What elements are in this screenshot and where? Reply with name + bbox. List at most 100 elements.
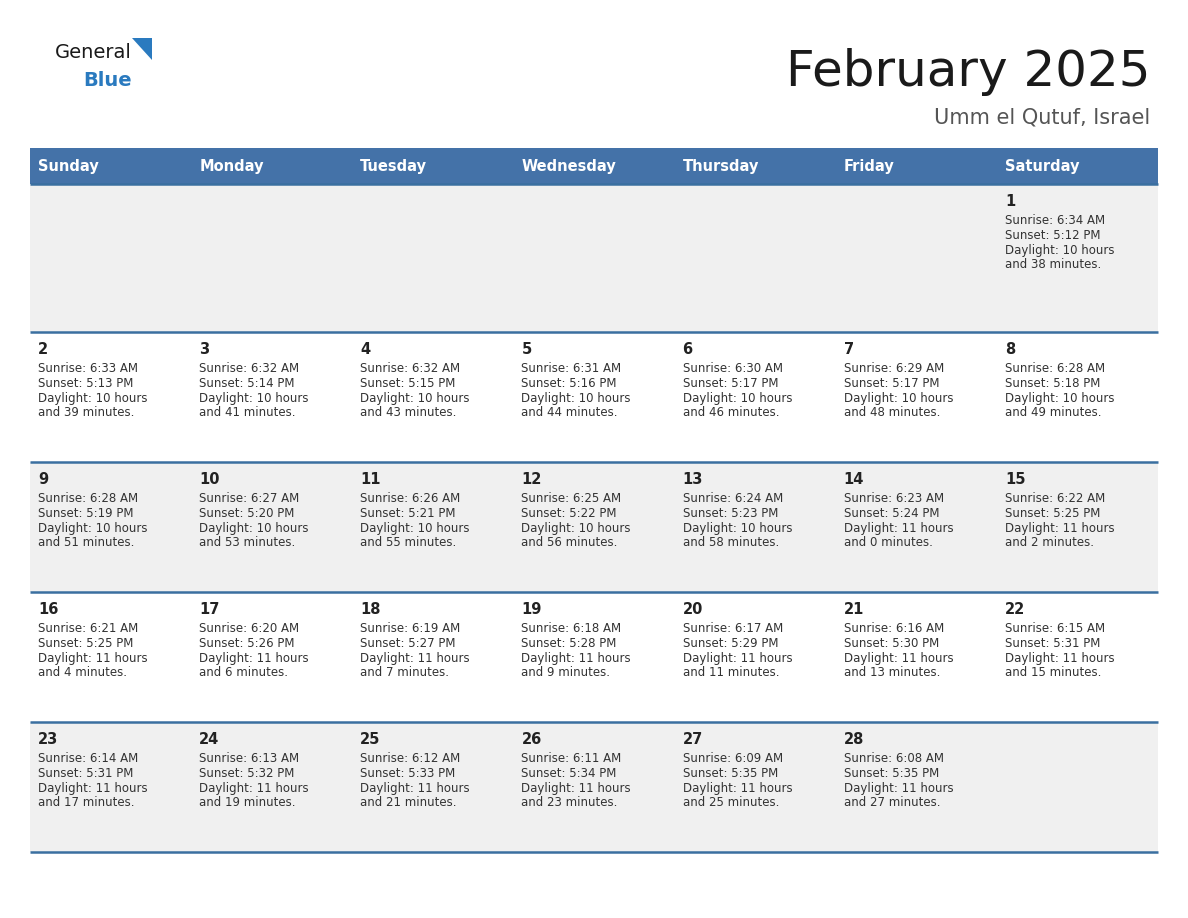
Text: 6: 6	[683, 342, 693, 357]
Text: Daylight: 10 hours: Daylight: 10 hours	[683, 392, 792, 405]
Text: Sunrise: 6:09 AM: Sunrise: 6:09 AM	[683, 752, 783, 765]
Text: and 41 minutes.: and 41 minutes.	[200, 406, 296, 419]
Text: Blue: Blue	[83, 71, 132, 89]
Text: Sunset: 5:13 PM: Sunset: 5:13 PM	[38, 377, 133, 390]
Text: Sunset: 5:22 PM: Sunset: 5:22 PM	[522, 507, 617, 520]
Text: Daylight: 10 hours: Daylight: 10 hours	[1005, 244, 1114, 257]
Text: Sunrise: 6:23 AM: Sunrise: 6:23 AM	[843, 492, 943, 505]
Text: and 44 minutes.: and 44 minutes.	[522, 406, 618, 419]
Text: and 13 minutes.: and 13 minutes.	[843, 666, 940, 679]
Text: and 6 minutes.: and 6 minutes.	[200, 666, 289, 679]
Text: 5: 5	[522, 342, 532, 357]
Text: Umm el Qutuf, Israel: Umm el Qutuf, Israel	[934, 108, 1150, 128]
Text: Sunrise: 6:18 AM: Sunrise: 6:18 AM	[522, 622, 621, 635]
Text: Sunrise: 6:22 AM: Sunrise: 6:22 AM	[1005, 492, 1105, 505]
Text: 14: 14	[843, 472, 864, 487]
Text: and 11 minutes.: and 11 minutes.	[683, 666, 779, 679]
Bar	[30, 722, 1158, 852]
Text: Daylight: 11 hours: Daylight: 11 hours	[1005, 652, 1114, 665]
Text: 4: 4	[360, 342, 371, 357]
Text: and 49 minutes.: and 49 minutes.	[1005, 406, 1101, 419]
Text: 21: 21	[843, 602, 864, 617]
Text: Daylight: 10 hours: Daylight: 10 hours	[200, 522, 309, 535]
Text: and 9 minutes.: and 9 minutes.	[522, 666, 611, 679]
Text: 27: 27	[683, 732, 703, 747]
Text: Daylight: 10 hours: Daylight: 10 hours	[360, 522, 469, 535]
Text: Sunset: 5:27 PM: Sunset: 5:27 PM	[360, 637, 456, 650]
Text: Sunrise: 6:25 AM: Sunrise: 6:25 AM	[522, 492, 621, 505]
Text: Sunrise: 6:19 AM: Sunrise: 6:19 AM	[360, 622, 461, 635]
Text: Sunrise: 6:30 AM: Sunrise: 6:30 AM	[683, 362, 783, 375]
Text: Sunrise: 6:17 AM: Sunrise: 6:17 AM	[683, 622, 783, 635]
Text: Sunset: 5:21 PM: Sunset: 5:21 PM	[360, 507, 456, 520]
Text: Monday: Monday	[200, 159, 264, 174]
Text: General: General	[55, 42, 132, 62]
Bar	[30, 462, 1158, 592]
Text: Sunrise: 6:31 AM: Sunrise: 6:31 AM	[522, 362, 621, 375]
Text: Sunset: 5:33 PM: Sunset: 5:33 PM	[360, 767, 455, 780]
Text: Sunset: 5:35 PM: Sunset: 5:35 PM	[683, 767, 778, 780]
Text: 13: 13	[683, 472, 703, 487]
Text: Daylight: 11 hours: Daylight: 11 hours	[1005, 522, 1114, 535]
Text: and 17 minutes.: and 17 minutes.	[38, 796, 134, 809]
Text: 25: 25	[360, 732, 380, 747]
Text: Sunset: 5:31 PM: Sunset: 5:31 PM	[1005, 637, 1100, 650]
Text: Sunset: 5:29 PM: Sunset: 5:29 PM	[683, 637, 778, 650]
Text: and 15 minutes.: and 15 minutes.	[1005, 666, 1101, 679]
Text: and 0 minutes.: and 0 minutes.	[843, 536, 933, 549]
Text: and 7 minutes.: and 7 minutes.	[360, 666, 449, 679]
Text: Sunrise: 6:29 AM: Sunrise: 6:29 AM	[843, 362, 944, 375]
Text: Sunset: 5:25 PM: Sunset: 5:25 PM	[38, 637, 133, 650]
Text: 8: 8	[1005, 342, 1015, 357]
Text: and 53 minutes.: and 53 minutes.	[200, 536, 296, 549]
Text: 3: 3	[200, 342, 209, 357]
Text: 26: 26	[522, 732, 542, 747]
Bar	[30, 332, 1158, 462]
Text: 22: 22	[1005, 602, 1025, 617]
Text: and 19 minutes.: and 19 minutes.	[200, 796, 296, 809]
Text: February 2025: February 2025	[785, 48, 1150, 96]
Text: Sunset: 5:23 PM: Sunset: 5:23 PM	[683, 507, 778, 520]
Text: Thursday: Thursday	[683, 159, 759, 174]
Text: 7: 7	[843, 342, 854, 357]
Text: Daylight: 10 hours: Daylight: 10 hours	[683, 522, 792, 535]
Text: Daylight: 10 hours: Daylight: 10 hours	[200, 392, 309, 405]
Text: Sunrise: 6:15 AM: Sunrise: 6:15 AM	[1005, 622, 1105, 635]
Text: Daylight: 11 hours: Daylight: 11 hours	[522, 652, 631, 665]
Text: Daylight: 11 hours: Daylight: 11 hours	[843, 782, 953, 795]
Text: Daylight: 10 hours: Daylight: 10 hours	[522, 522, 631, 535]
Text: Daylight: 10 hours: Daylight: 10 hours	[1005, 392, 1114, 405]
Text: 11: 11	[360, 472, 381, 487]
Text: and 21 minutes.: and 21 minutes.	[360, 796, 456, 809]
Text: Daylight: 11 hours: Daylight: 11 hours	[360, 782, 470, 795]
Text: Sunrise: 6:28 AM: Sunrise: 6:28 AM	[1005, 362, 1105, 375]
Bar	[30, 184, 1158, 332]
Text: and 46 minutes.: and 46 minutes.	[683, 406, 779, 419]
Text: Saturday: Saturday	[1005, 159, 1080, 174]
Text: Daylight: 11 hours: Daylight: 11 hours	[200, 652, 309, 665]
Text: Sunset: 5:28 PM: Sunset: 5:28 PM	[522, 637, 617, 650]
Text: Sunrise: 6:12 AM: Sunrise: 6:12 AM	[360, 752, 461, 765]
Text: Daylight: 11 hours: Daylight: 11 hours	[360, 652, 470, 665]
Text: and 48 minutes.: and 48 minutes.	[843, 406, 940, 419]
Text: 17: 17	[200, 602, 220, 617]
Text: and 43 minutes.: and 43 minutes.	[360, 406, 456, 419]
Text: Sunrise: 6:34 AM: Sunrise: 6:34 AM	[1005, 214, 1105, 227]
Text: Sunset: 5:17 PM: Sunset: 5:17 PM	[843, 377, 940, 390]
Text: and 55 minutes.: and 55 minutes.	[360, 536, 456, 549]
Text: 19: 19	[522, 602, 542, 617]
Text: 10: 10	[200, 472, 220, 487]
Text: Sunrise: 6:32 AM: Sunrise: 6:32 AM	[360, 362, 461, 375]
Text: Daylight: 11 hours: Daylight: 11 hours	[38, 652, 147, 665]
Bar	[675, 148, 835, 184]
Bar	[30, 148, 191, 184]
Text: Sunset: 5:35 PM: Sunset: 5:35 PM	[843, 767, 939, 780]
Polygon shape	[132, 38, 152, 60]
Text: 12: 12	[522, 472, 542, 487]
Text: Daylight: 11 hours: Daylight: 11 hours	[522, 782, 631, 795]
Text: Daylight: 11 hours: Daylight: 11 hours	[38, 782, 147, 795]
Text: Friday: Friday	[843, 159, 895, 174]
Text: Sunset: 5:20 PM: Sunset: 5:20 PM	[200, 507, 295, 520]
Text: 23: 23	[38, 732, 58, 747]
Text: Sunrise: 6:21 AM: Sunrise: 6:21 AM	[38, 622, 138, 635]
